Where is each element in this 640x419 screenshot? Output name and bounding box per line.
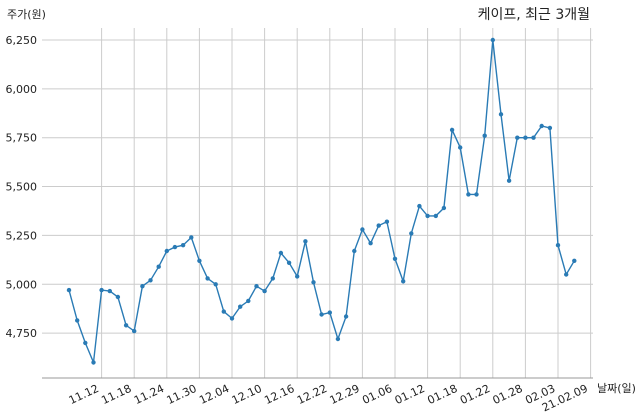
- data-point: [91, 360, 96, 365]
- y-axis: 4,750 5,000 5,250 5,500 5,750 6,000 6,250: [6, 34, 38, 340]
- data-point: [425, 213, 430, 219]
- x-tick-label: 11.24: [132, 382, 166, 407]
- x-axis-label: 날짜(일): [597, 381, 636, 395]
- data-point: [490, 37, 495, 43]
- data-point: [180, 243, 186, 248]
- data-point: [474, 192, 479, 197]
- data-point: [221, 309, 226, 314]
- data-point: [466, 192, 471, 197]
- x-tick-label: 12.22: [295, 382, 329, 407]
- data-point: [172, 244, 178, 250]
- data-point: [75, 318, 80, 323]
- data-point: [246, 298, 251, 304]
- x-tick-label: 12.10: [230, 382, 264, 407]
- x-axis: 11.1211.1811.2411.3012.0412.1012.1612.22…: [42, 377, 593, 414]
- data-point: [278, 250, 284, 256]
- data-point: [343, 314, 349, 319]
- data-point: [409, 231, 414, 236]
- data-point: [352, 248, 357, 254]
- data-point: [213, 282, 218, 287]
- data-point: [319, 312, 324, 317]
- data-point: [506, 178, 512, 183]
- y-tick-label: 5,250: [6, 229, 38, 242]
- x-tick-label: 11.30: [165, 382, 199, 407]
- data-point: [360, 227, 365, 232]
- y-tick-label: 5,750: [6, 132, 38, 145]
- data-point: [515, 135, 520, 140]
- data-point: [401, 279, 406, 284]
- data-point: [295, 274, 300, 279]
- x-tick-label: 12.16: [262, 382, 296, 407]
- data-point: [107, 288, 113, 294]
- x-tick-label: 01.22: [458, 382, 492, 407]
- data-point: [286, 260, 292, 265]
- data-point: [99, 287, 104, 293]
- data-point: [531, 135, 536, 140]
- data-point: [523, 135, 528, 140]
- data-point: [123, 323, 129, 328]
- y-tick-label: 5,000: [6, 278, 38, 291]
- x-tick-label: 01.28: [491, 382, 525, 407]
- y-axis-label: 주가(원): [7, 8, 46, 21]
- data-point: [449, 127, 455, 133]
- data-point: [539, 123, 544, 129]
- x-tick-label: 12.29: [328, 382, 362, 407]
- x-tick-label: 01.18: [425, 382, 459, 407]
- data-point: [197, 258, 202, 263]
- data-point: [66, 287, 72, 293]
- data-point: [392, 256, 398, 261]
- data-point: [417, 203, 422, 209]
- data-point: [335, 336, 341, 342]
- data-point: [572, 258, 577, 263]
- x-tick-label: 11.12: [67, 382, 101, 407]
- data-point: [368, 241, 373, 246]
- data-point: [164, 248, 169, 254]
- data-point: [547, 125, 553, 131]
- data-point: [140, 284, 145, 289]
- chart-title: 케이프, 최근 3개월: [478, 7, 590, 23]
- data-point: [564, 272, 569, 277]
- y-tick-label: 4,750: [6, 327, 38, 340]
- data-point: [148, 278, 153, 283]
- data-point: [311, 280, 316, 285]
- data-point: [205, 276, 210, 281]
- data-point: [303, 239, 308, 244]
- data-point: [229, 316, 235, 321]
- data-point: [482, 133, 487, 138]
- data-point: [156, 264, 161, 269]
- data-point: [115, 294, 121, 300]
- data-point: [254, 284, 259, 289]
- data-point: [189, 235, 194, 240]
- data-point: [327, 310, 332, 315]
- data-point: [83, 340, 88, 346]
- x-tick-label: 01.06: [360, 382, 394, 407]
- data-point: [458, 145, 463, 150]
- y-tick-label: 6,250: [6, 34, 38, 47]
- data-point: [555, 243, 561, 248]
- x-tick-label: 12.04: [197, 382, 231, 407]
- x-tick-label: 11.18: [99, 382, 133, 407]
- data-point: [441, 205, 447, 211]
- y-tick-label: 5,500: [6, 181, 38, 194]
- data-point: [270, 276, 275, 281]
- data-point: [132, 328, 137, 334]
- y-tick-label: 6,000: [6, 83, 38, 96]
- plot-area: [66, 37, 577, 366]
- data-point: [376, 223, 381, 228]
- data-point: [433, 213, 438, 219]
- data-point: [498, 112, 504, 117]
- data-point: [384, 219, 390, 224]
- data-point: [262, 288, 267, 294]
- data-point: [238, 304, 243, 309]
- grid-lines: [42, 28, 593, 378]
- x-tick-label: 01.12: [393, 382, 427, 407]
